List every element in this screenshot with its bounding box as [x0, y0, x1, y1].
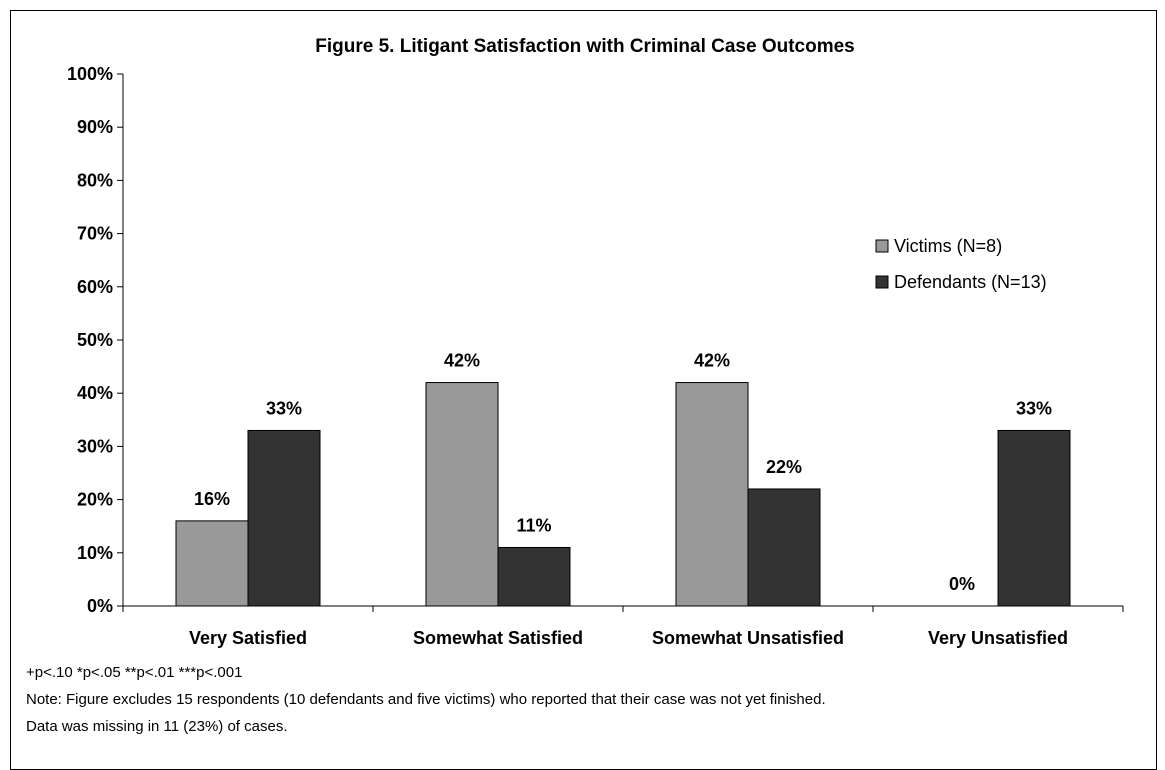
legend-swatch: [875, 275, 889, 289]
x-axis: Very Satisfied Somewhat Satisfied Somewhat…: [122, 605, 1124, 648]
data-label: 0%: [949, 574, 975, 594]
y-tick-label: 20%: [77, 490, 113, 510]
data-label: 33%: [266, 398, 302, 418]
legend-label: Defendants (N=13): [894, 272, 1047, 292]
bar: [675, 382, 749, 607]
x-category-label: Very Satisfied: [189, 628, 307, 648]
data-labels: 16% 33% 42% 11% 42% 22% 0% 33%: [194, 351, 1052, 594]
y-tick-label: 50%: [77, 330, 113, 350]
significance-note: +p<.10 *p<.05 **p<.01 ***p<.001: [26, 664, 243, 681]
y-tick-label: 100%: [67, 64, 113, 84]
x-category-label: Very Unsatisfied: [928, 628, 1068, 648]
footnote-line-2: Data was missing in 11 (23%) of cases.: [26, 718, 288, 735]
y-tick-label: 10%: [77, 543, 113, 563]
bar-chart: Figure 5. Litigant Satisfaction with Cri…: [67, 36, 1124, 648]
y-tick-label: 90%: [77, 117, 113, 137]
x-category-label: Somewhat Satisfied: [413, 628, 583, 648]
y-tick-label: 70%: [77, 224, 113, 244]
chart-frame: [10, 10, 1157, 770]
y-tick-label: 80%: [77, 170, 113, 190]
legend-label: Victims (N=8): [894, 236, 1002, 256]
bar: [997, 429, 1071, 607]
data-label: 11%: [516, 515, 551, 535]
bar: [425, 382, 499, 607]
data-label: 33%: [1016, 398, 1052, 418]
bar: [747, 488, 821, 607]
data-label: 42%: [444, 351, 480, 371]
data-label: 16%: [194, 489, 230, 509]
y-tick-label: 30%: [77, 436, 113, 456]
y-axis: 0% 10% 20% 30% 40% 50% 60% 70% 80% 90% 100%: [67, 64, 124, 616]
bars: [175, 382, 1071, 607]
y-tick-label: 60%: [77, 277, 113, 297]
data-label: 42%: [694, 351, 730, 371]
legend-swatch: [875, 239, 889, 253]
x-category-label: Somewhat Unsatisfied: [652, 628, 844, 648]
bar: [175, 520, 249, 607]
footnote-line-1: Note: Figure excludes 15 respondents (10…: [26, 691, 826, 708]
legend: Victims (N=8) Defendants (N=13): [875, 236, 1047, 292]
bar: [247, 429, 321, 607]
data-label: 22%: [766, 457, 802, 477]
chart-title: Figure 5. Litigant Satisfaction with Cri…: [315, 36, 855, 57]
y-tick-label: 0%: [87, 596, 113, 616]
bar: [497, 546, 571, 607]
y-tick-label: 40%: [77, 383, 113, 403]
